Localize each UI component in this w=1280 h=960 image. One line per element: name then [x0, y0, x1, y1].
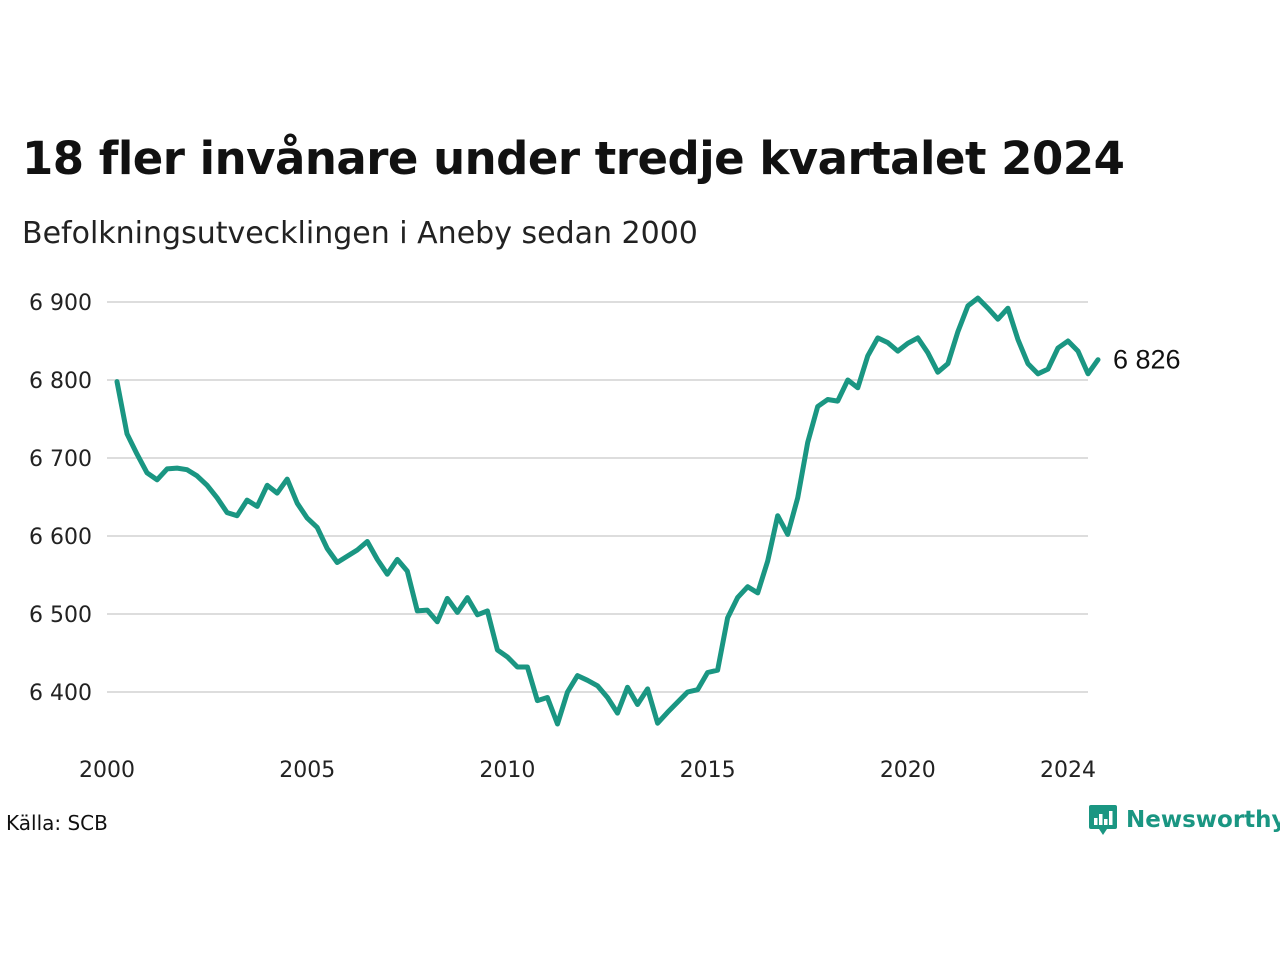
end-label-layer: 6 826	[1113, 345, 1181, 375]
x-axis: 2000 2005 2010 2015 2020 2024	[79, 758, 1096, 783]
y-tick-label: 6 600	[29, 525, 92, 550]
x-tick-label: 2015	[680, 758, 736, 783]
y-tick-label: 6 700	[29, 447, 92, 472]
y-tick-label: 6 800	[29, 369, 92, 394]
source-note: Källa: SCB	[6, 811, 108, 835]
y-tick-label: 6 500	[29, 603, 92, 628]
x-tick-label: 2020	[880, 758, 936, 783]
y-tick-label: 6 900	[29, 291, 92, 316]
brand-logo: Newsworthy	[1088, 803, 1280, 837]
x-tick-label: 2005	[279, 758, 335, 783]
end-value-label: 6 826	[1113, 345, 1181, 375]
chart-subtitle: Befolkningsutvecklingen i Aneby sedan 20…	[22, 216, 698, 251]
series-layer	[114, 295, 1101, 727]
y-axis: 6 400 6 500 6 600 6 700 6 800 6 900	[29, 291, 92, 706]
population-line	[114, 295, 1101, 727]
x-tick-label: 2010	[479, 758, 535, 783]
chart-title: 18 fler invånare under tredje kvartalet …	[22, 132, 1125, 185]
x-tick-label: 2024	[1040, 758, 1096, 783]
x-tick-label: 2000	[79, 758, 135, 783]
brand-name: Newsworthy	[1126, 807, 1280, 833]
newsworthy-logo-icon	[1089, 805, 1117, 835]
gridlines	[107, 301, 1088, 693]
y-tick-label: 6 400	[29, 681, 92, 706]
